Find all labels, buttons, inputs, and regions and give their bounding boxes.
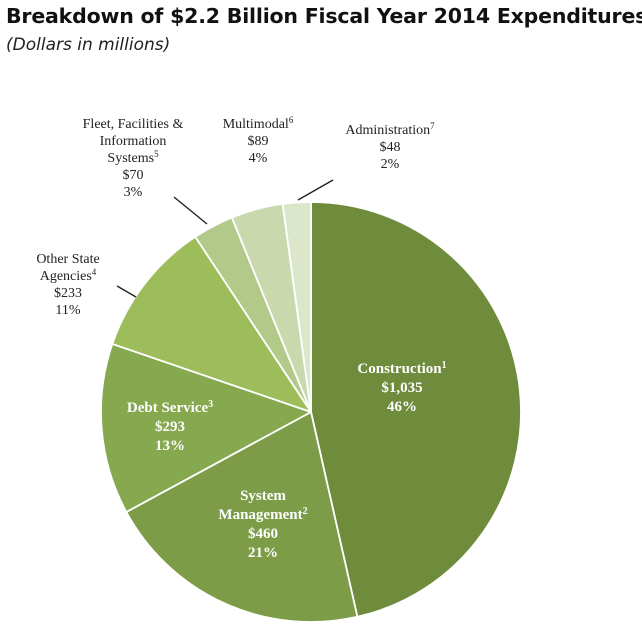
slice-amount-multimodal: $89 [248, 134, 269, 149]
slice-label-fleet-facilities-it: Information [100, 134, 167, 149]
chart-subtitle: (Dollars in millions) [6, 35, 171, 55]
slice-percent-multimodal: 4% [249, 151, 268, 166]
slice-label-system-management: System [240, 488, 286, 504]
leader-line-administration [297, 179, 334, 201]
pie-slice-other-state-agencies [111, 235, 312, 413]
footnote-marker: 1 [442, 360, 447, 371]
slice-label-other-state-agencies: Agencies4 [40, 267, 97, 284]
footnote-marker: 4 [92, 267, 97, 277]
footnote-marker: 3 [208, 399, 213, 410]
footnote-marker: 5 [154, 149, 159, 159]
slice-percent-fleet-facilities-it: 3% [124, 185, 143, 200]
pie-slice-administration [281, 201, 312, 413]
slice-percent-debt-service: 13% [155, 438, 185, 454]
slice-amount-debt-service: $293 [155, 419, 185, 435]
slice-label-administration: Administration7 [345, 121, 435, 138]
slice-label-fleet-facilities-it: Fleet, Facilities & [83, 117, 184, 132]
slice-amount-construction: $1,035 [381, 380, 422, 396]
slice-percent-administration: 2% [381, 157, 400, 172]
footnote-marker: 6 [289, 115, 294, 125]
slice-label-debt-service: Debt Service3 [127, 399, 213, 417]
pie-slice-system-management [125, 411, 359, 623]
slice-amount-other-state-agencies: $233 [54, 286, 82, 301]
slice-percent-system-management: 21% [248, 545, 278, 561]
slice-label-multimodal: Multimodal6 [223, 115, 294, 132]
leader-line-other-state-agencies [116, 285, 137, 298]
slice-label-construction: Construction1 [357, 360, 446, 378]
slice-label-system-management: Management2 [218, 506, 307, 524]
slice-label-other-state-agencies: Other State [36, 252, 99, 267]
pie-slice-debt-service [100, 343, 312, 513]
slice-percent-construction: 46% [387, 399, 417, 415]
slice-percent-other-state-agencies: 11% [55, 303, 80, 318]
slice-amount-administration: $48 [380, 140, 401, 155]
footnote-marker: 2 [303, 506, 308, 517]
slice-amount-system-management: $460 [248, 526, 278, 542]
slice-label-fleet-facilities-it: Systems5 [107, 149, 159, 166]
pie-slice-construction [310, 201, 522, 618]
slice-amount-fleet-facilities-it: $70 [123, 168, 144, 183]
leader-line-fleet-facilities-it [173, 196, 208, 225]
footnote-marker: 7 [430, 121, 435, 131]
chart-title: Breakdown of $2.2 Billion Fiscal Year 20… [6, 4, 642, 28]
